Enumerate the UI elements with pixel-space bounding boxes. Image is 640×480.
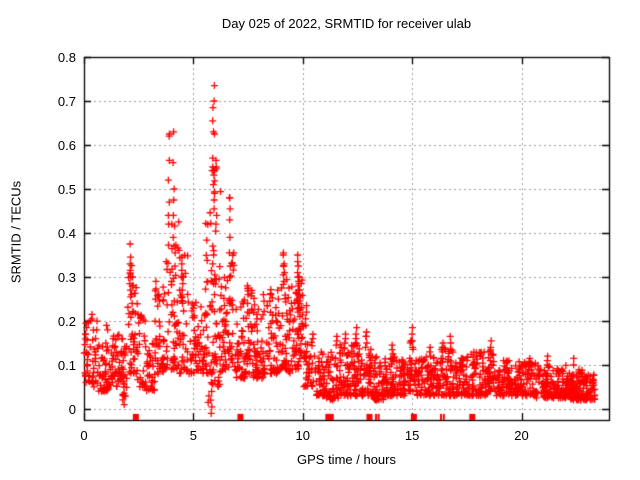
x-tick-label: 10 — [295, 428, 310, 443]
x-tick-label: 5 — [189, 428, 197, 443]
y-tick-label: 0 — [68, 401, 76, 417]
x-tick-label: 15 — [404, 428, 420, 443]
y-tick-label: 0.8 — [57, 49, 76, 65]
chart-title: Day 025 of 2022, SRMTID for receiver ula… — [221, 16, 472, 31]
y-tick-label: 0.4 — [57, 225, 76, 241]
x-tick-label: 0 — [80, 428, 88, 443]
y-tick-label: 0.5 — [57, 181, 76, 197]
y-tick-label: 0.1 — [57, 357, 76, 373]
x-axis-label: GPS time / hours — [297, 452, 396, 467]
y-tick-label: 0.2 — [57, 313, 76, 329]
y-tick-label: 0.3 — [57, 269, 76, 285]
y-tick-label: 0.7 — [57, 93, 76, 109]
x-tick-label: 20 — [514, 428, 529, 443]
y-tick-label: 0.6 — [57, 137, 76, 153]
